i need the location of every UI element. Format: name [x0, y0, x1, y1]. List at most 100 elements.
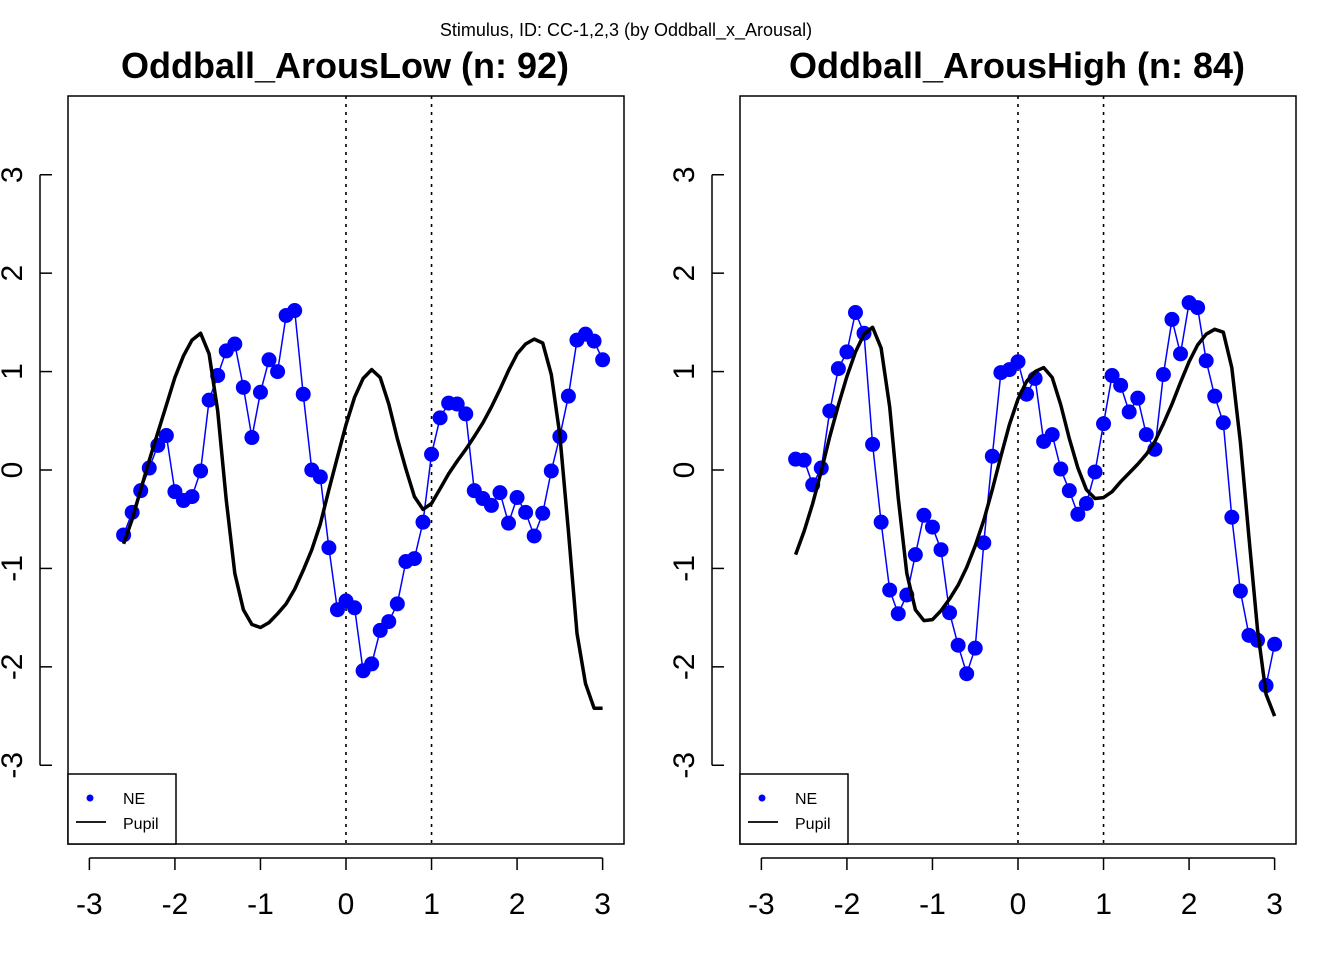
- panel-1-ne-point: [321, 540, 337, 556]
- panel-2-ne-point: [933, 542, 949, 558]
- panel-2-ne-point: [1267, 636, 1283, 652]
- panel-2-ne-point: [1010, 354, 1026, 370]
- panel-1-ne-point: [415, 514, 431, 530]
- panel-1-ne-point: [347, 600, 363, 616]
- panel-1-ne-point: [381, 614, 397, 630]
- panel-1-ne-point: [560, 388, 576, 404]
- panel-2-legend-ne-marker: [758, 794, 766, 802]
- panel-2-ne-point: [1198, 353, 1214, 369]
- panel-1-ne-point: [235, 379, 251, 395]
- panel-1-y-tick-label: 2: [0, 265, 29, 282]
- panel-2-ne-point: [1232, 583, 1248, 599]
- panel-2-x-tick-label: -3: [748, 888, 775, 921]
- panel-2-legend-ne-label: NE: [795, 791, 817, 808]
- panel-1-ne-point: [432, 410, 448, 426]
- panel-2-ne-point: [822, 403, 838, 419]
- panel-1-ne-point: [543, 463, 559, 479]
- panel-1-ne-point: [252, 384, 268, 400]
- panel-2-ne-point: [1044, 427, 1060, 443]
- panel-2-legend-box: [739, 773, 849, 845]
- panel-2-ne-point: [1164, 311, 1180, 327]
- panel-2-ne-point: [1087, 464, 1103, 480]
- panel-2-x-tick-label: 2: [1181, 888, 1198, 921]
- panel-1-ne-point: [295, 386, 311, 402]
- panel-2-legend: NE Pupil: [739, 773, 849, 845]
- panel-1-x-tick-label: -2: [162, 888, 189, 921]
- panel-1-ne-point: [227, 336, 243, 352]
- panel-2-y-tick-label: 0: [668, 462, 701, 479]
- panel-1-ne-point: [492, 485, 508, 501]
- panel-1-ne-point: [287, 303, 303, 319]
- panel-2-x-tick-label: 1: [1095, 888, 1112, 921]
- panel-2-ne-point: [847, 305, 863, 321]
- panel-2-ne-point: [1070, 506, 1086, 522]
- panel-1-ne-point: [406, 551, 422, 567]
- panel-2-ne-point: [1190, 300, 1206, 316]
- panel-2-ne-point: [865, 436, 881, 452]
- panel-1-y-tick-label: 3: [0, 166, 29, 183]
- panel-1-legend-ne-label: NE: [123, 791, 145, 808]
- panel-1-title: Oddball_ArousLow (n: 92): [121, 45, 569, 86]
- panel-2-ne-point: [1113, 377, 1129, 393]
- panel-2-legend-pupil-label: Pupil: [795, 816, 831, 833]
- panel-1-legend-pupil-label: Pupil: [123, 816, 159, 833]
- panel-2-y-tick-label: 2: [668, 265, 701, 282]
- panel-2-ne-point: [950, 637, 966, 653]
- panel-1-y-tick-label: 0: [0, 462, 29, 479]
- panel-1-ne-point: [535, 505, 551, 521]
- panel-2-ne-point: [1215, 415, 1231, 431]
- panel-2-ne-point: [1155, 367, 1171, 383]
- panel-1-x-tick-label: -1: [247, 888, 274, 921]
- panel-2-y-tick-label: 1: [668, 363, 701, 380]
- panel-1-ne-point: [518, 504, 534, 520]
- panel-2-ne-point: [924, 519, 940, 535]
- panel-2-ne-point: [976, 535, 992, 551]
- panel-2-pupil-line: [793, 325, 1277, 717]
- panel-1-ne-point: [312, 469, 328, 485]
- panel-1-y-tick-label: -1: [0, 555, 29, 582]
- panel-2-ne-point: [1104, 368, 1120, 384]
- panel-2-ne-point: [907, 547, 923, 563]
- panel-2-x-tick-label: 3: [1266, 888, 1283, 921]
- panel-1-x-tick-label: 0: [338, 888, 355, 921]
- panel-1-ne-point: [364, 656, 380, 672]
- panel-2-y-tick-label: 3: [668, 166, 701, 183]
- panel-1-x-tick-label: -3: [76, 888, 103, 921]
- panel-1-ne-point: [526, 528, 542, 544]
- panel-2-y-tick-label: -2: [668, 653, 701, 680]
- panel-1-ne-point: [244, 430, 260, 446]
- panel-2-ne-point: [959, 666, 975, 682]
- panel-1-ne-point: [184, 489, 200, 505]
- panel-1-y-tick-label: -3: [0, 752, 29, 779]
- figure-suptitle: Stimulus, ID: CC-1,2,3 (by Oddball_x_Aro…: [440, 20, 812, 41]
- panel-1-x-tick-label: 3: [594, 888, 611, 921]
- panel-1-y-tick-label: -2: [0, 653, 29, 680]
- panel-1-pupil-line: [121, 331, 603, 710]
- panel-2-ne-point: [916, 507, 932, 523]
- panel-1-ne-point: [261, 352, 277, 368]
- panel-1-x-tick-label: 1: [423, 888, 440, 921]
- panel-1-x-tick-label: 2: [509, 888, 526, 921]
- panel-2-title: Oddball_ArousHigh (n: 84): [789, 45, 1245, 86]
- panel-2-ne-point: [882, 582, 898, 598]
- panel-2-ne-point: [796, 452, 812, 468]
- panel-2-ne-point: [967, 640, 983, 656]
- panel-2-ne-point: [1173, 346, 1189, 362]
- panel-2-y-tick-label: -1: [668, 555, 701, 582]
- panel-2-y-tick-label: -3: [668, 752, 701, 779]
- panel-2-ne-point: [1130, 390, 1146, 406]
- panel-2-ne-point: [1061, 483, 1077, 499]
- panel-1-ne-point: [270, 364, 286, 380]
- panel-2-ne-point: [890, 606, 906, 622]
- panel-1: Oddball_ArousLow (n: 92) -3 -2 -1 0 1 2 3 -3 -2 -…: [0, 45, 625, 921]
- panel-1-ne-point: [458, 406, 474, 422]
- panel-1-ne-point: [501, 515, 517, 531]
- panel-2-x-tick-label: -2: [834, 888, 861, 921]
- panel-1-ne-point: [201, 392, 217, 408]
- panel-1-legend-ne-marker: [86, 794, 94, 802]
- panel-2-ne-point: [839, 344, 855, 360]
- panel-2-ne-point: [1078, 495, 1094, 511]
- panel-2-x-tick-label: 0: [1010, 888, 1027, 921]
- panel-1-legend-box: [67, 773, 177, 845]
